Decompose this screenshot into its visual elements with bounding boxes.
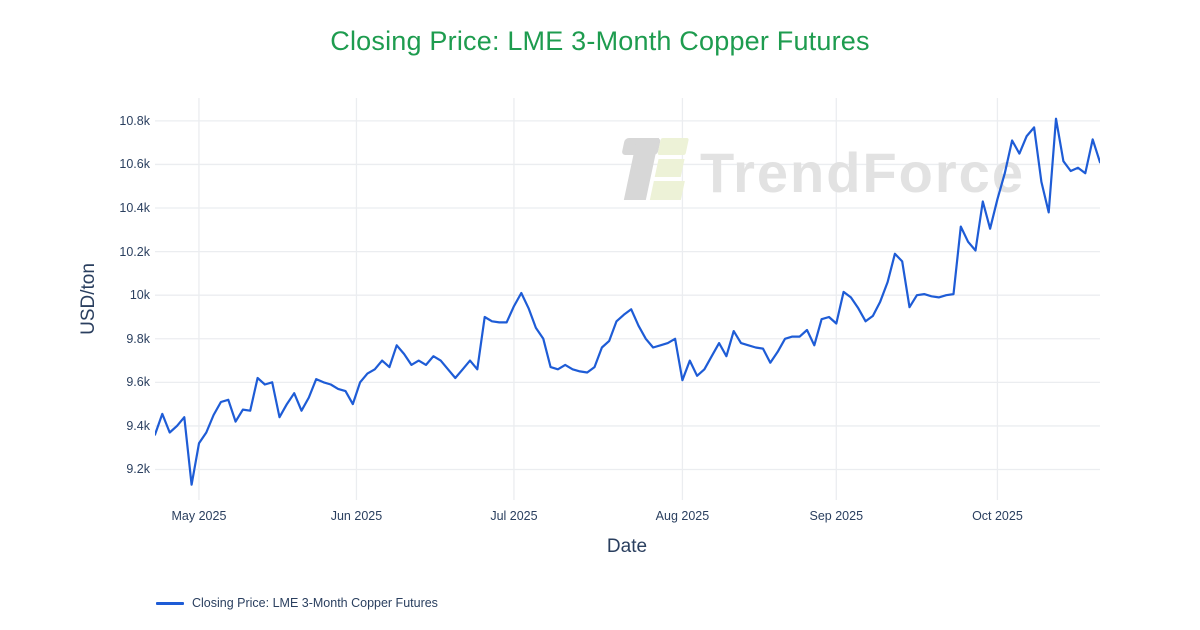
legend-label: Closing Price: LME 3-Month Copper Future… [192,596,438,610]
y-tick-label: 10.4k [119,201,150,216]
x-tick-label: Aug 2025 [655,509,710,523]
y-tick-label: 9.4k [126,418,150,433]
y-tick-label: 10.2k [119,244,150,259]
y-tick-label: 9.2k [126,462,150,477]
trendforce-logo-icon [622,138,689,200]
y-tick-label: 10k [129,288,150,303]
plot-svg: TrendForce [155,98,1100,500]
x-tick-label: Oct 2025 [972,509,1023,523]
x-axis-title: Date [606,536,648,557]
y-tick-label: 10.8k [119,113,150,128]
chart-title: Closing Price: LME 3-Month Copper Future… [330,26,870,56]
plot-area: TrendForce [155,98,1100,500]
y-tick-label: 10.6k [119,157,150,172]
x-tick-label: Jun 2025 [330,509,383,523]
legend-line-swatch [156,601,184,605]
x-tick-label: May 2025 [171,509,227,523]
y-tick-label: 9.6k [126,375,150,390]
watermark-text: TrendForce [700,141,1025,204]
closing-price-line [155,117,1100,486]
y-tick-label: 9.8k [126,331,150,346]
x-tick-label: Sep 2025 [809,509,864,523]
trendforce-watermark: TrendForce [622,138,1025,204]
legend: Closing Price: LME 3-Month Copper Future… [156,595,438,611]
x-tick-label: Jul 2025 [490,509,538,523]
